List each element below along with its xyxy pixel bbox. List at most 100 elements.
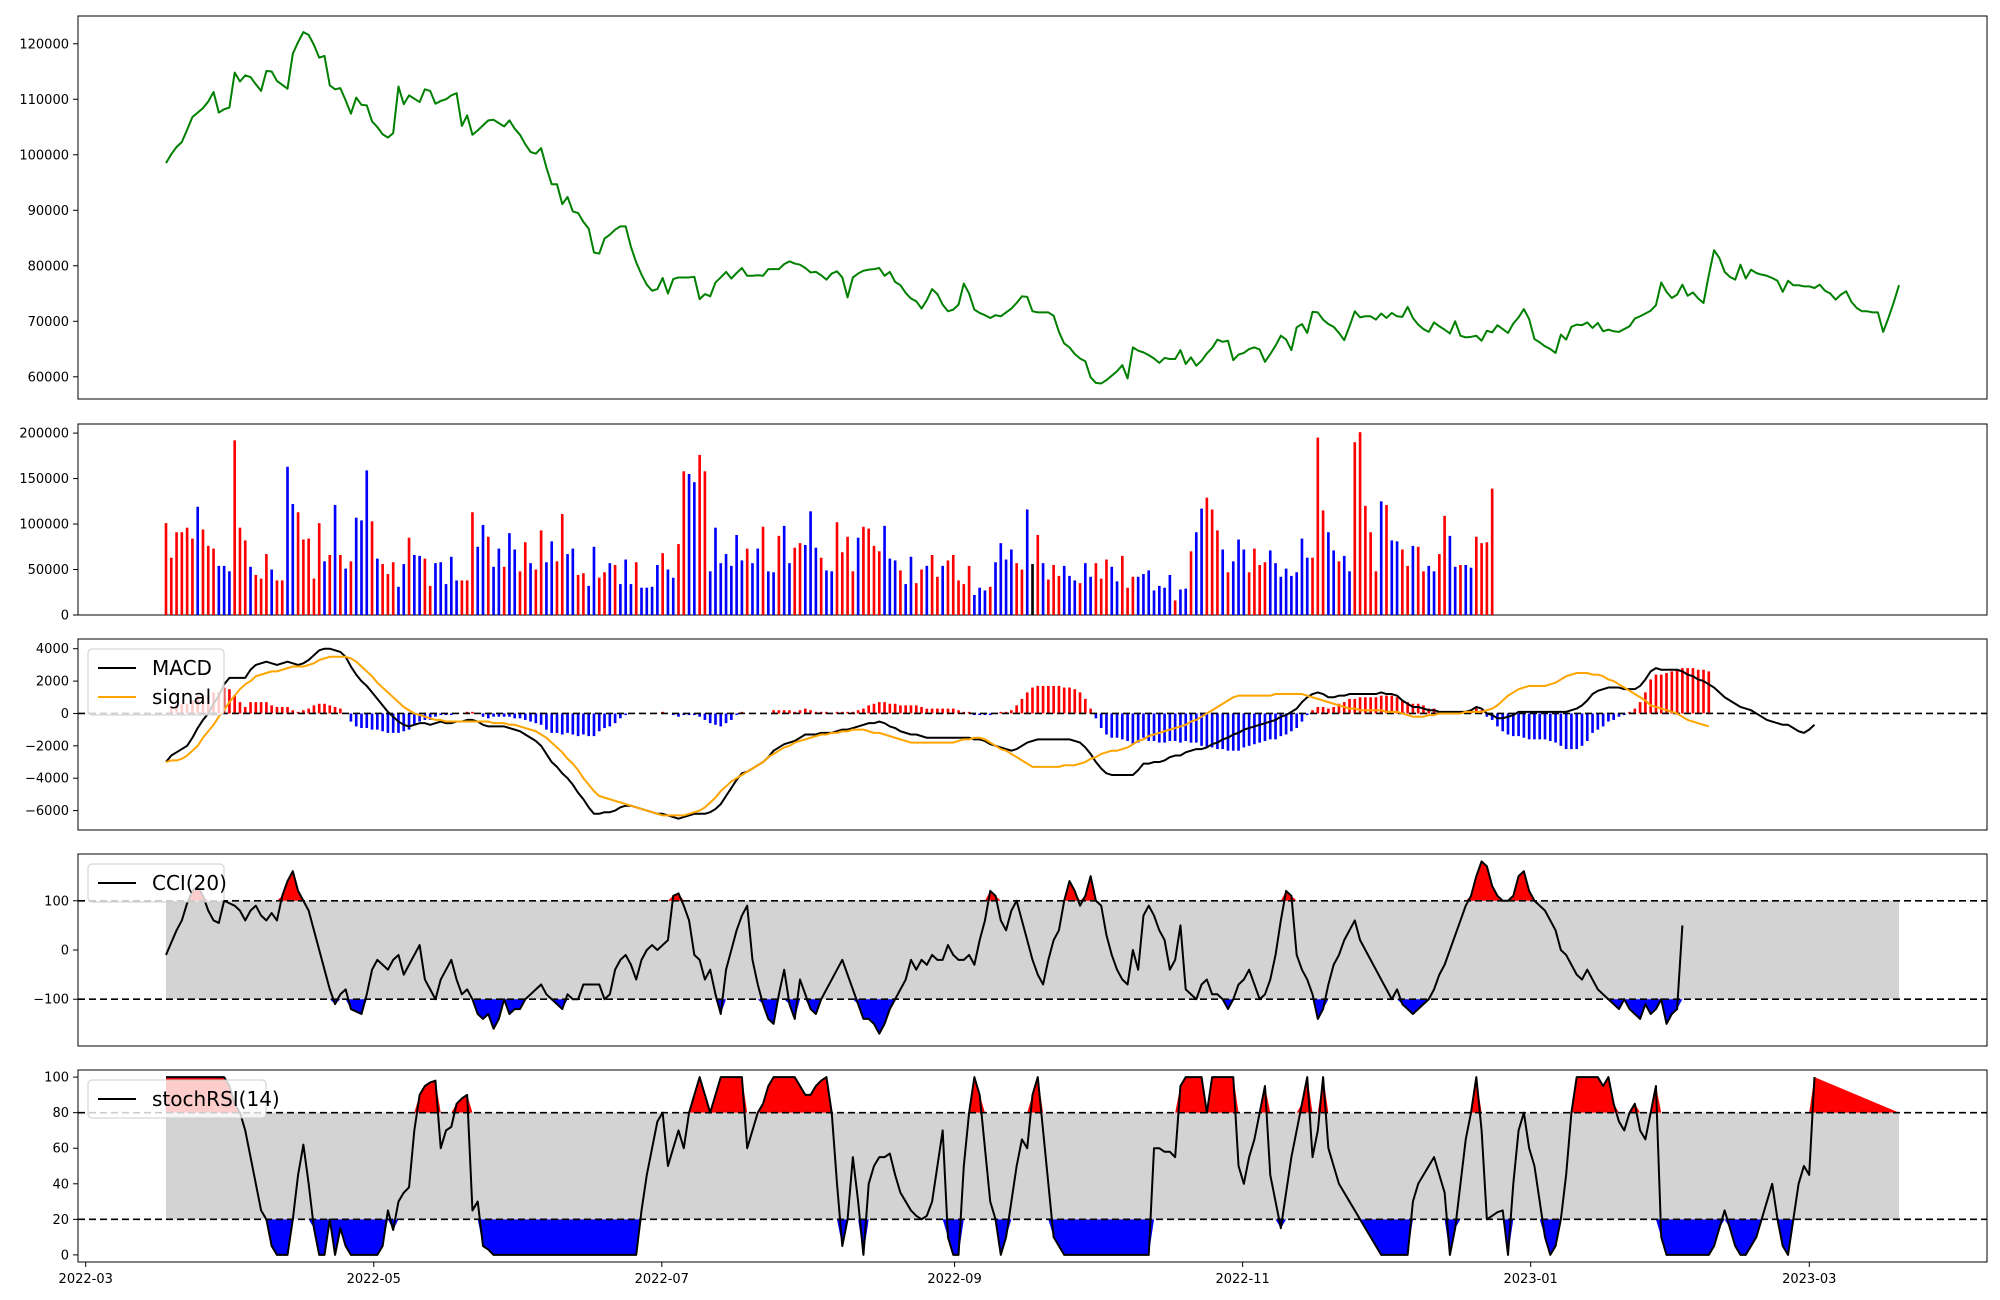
volume-bar	[767, 571, 770, 615]
volume-bar	[751, 563, 754, 615]
macd-histogram-bar	[1184, 713, 1188, 741]
volume-bar	[856, 537, 860, 615]
macd-histogram-bar	[249, 702, 252, 714]
y-tick-label: 80	[52, 1106, 69, 1121]
macd-histogram-bar	[1258, 713, 1262, 743]
macd-histogram-bar	[851, 711, 855, 714]
macd-histogram-bar	[904, 705, 908, 714]
y-tick-label: 80000	[28, 259, 69, 274]
macd-histogram-bar	[444, 713, 448, 716]
volume-bar	[518, 571, 522, 615]
volume-bar	[270, 569, 273, 615]
volume-bar	[444, 584, 448, 615]
volume-bar	[1268, 550, 1272, 615]
volume-bar	[619, 584, 622, 615]
volume-bar	[730, 565, 733, 615]
volume-bar	[180, 532, 184, 615]
volume-bar	[317, 523, 321, 615]
x-tick-label: 2022-05	[347, 1272, 401, 1287]
macd-histogram-bar	[555, 713, 559, 733]
volume-bar	[920, 569, 923, 615]
legend-box	[87, 863, 225, 903]
volume-bar	[582, 573, 585, 615]
panel-frame	[77, 638, 1988, 831]
macd-histogram-bar	[1226, 713, 1230, 751]
macd-histogram-bar	[1321, 706, 1325, 714]
macd-histogram-bar	[1538, 713, 1542, 740]
macd-histogram-bar	[1295, 713, 1298, 729]
macd-histogram-bar	[238, 702, 242, 714]
volume-bar	[867, 528, 871, 615]
y-tick-label: 0	[61, 944, 69, 959]
macd-histogram-bar	[1559, 713, 1563, 746]
volume-bar	[307, 538, 310, 615]
volume-bar	[1121, 555, 1124, 615]
volume-bar	[402, 564, 406, 615]
macd-histogram-bar	[1210, 713, 1214, 748]
macd-histogram-bar	[703, 713, 707, 720]
macd-histogram-bar	[502, 713, 506, 717]
macd-histogram-bar	[418, 713, 421, 722]
volume-bar	[1189, 551, 1193, 615]
macd-histogram-bar	[354, 713, 358, 727]
macd-histogram-bar	[1622, 713, 1626, 716]
macd-histogram-bar	[1126, 713, 1129, 741]
volume-bar	[957, 580, 960, 615]
volume-bar	[1126, 587, 1129, 615]
volume-bar	[434, 563, 437, 615]
macd-histogram-bar	[434, 713, 437, 717]
macd-histogram-bar	[1485, 713, 1489, 717]
volume-bar	[423, 558, 427, 615]
volume-bar	[1316, 437, 1320, 615]
macd-histogram-bar	[381, 713, 384, 732]
macd-histogram-bar	[782, 710, 786, 714]
volume-bar	[476, 546, 480, 615]
volume-bar	[962, 584, 966, 615]
volume-bar	[1348, 571, 1351, 615]
macd-histogram-bar	[1179, 713, 1182, 743]
macd-histogram-bar	[1025, 692, 1029, 714]
macd-histogram-bar	[402, 713, 406, 732]
macd-histogram-bar	[1078, 692, 1082, 714]
macd-histogram-bar	[465, 711, 469, 714]
volume-bar	[1475, 536, 1478, 615]
y-tick-label: 110000	[19, 93, 69, 108]
legend-label: CCI(20)	[152, 871, 227, 895]
macd-histogram-bar	[1047, 685, 1050, 714]
volume-bar	[175, 532, 178, 615]
macd-panel: −6000 −4000 −2000 0 2000 4000 MACD signal	[25, 638, 1988, 831]
macd-histogram-bar	[413, 713, 416, 725]
macd-histogram-bar	[1073, 689, 1077, 714]
volume-bar	[862, 526, 865, 615]
stochrsi-panel: 0 20 40 60 80 100 stochRSI(14) 2022-03 2022-05 20…	[44, 1069, 1988, 1287]
macd-histogram-bar	[1527, 713, 1531, 740]
volume-bar	[1411, 545, 1415, 615]
cci-panel: −100 0 100 CCI(20)	[33, 853, 1988, 1047]
macd-histogram-bar	[1300, 713, 1304, 722]
macd-histogram-bar	[1337, 703, 1341, 714]
volume-bar	[460, 580, 464, 615]
macd-histogram-bar	[1152, 713, 1156, 741]
volume-bar	[1242, 549, 1246, 615]
macd-histogram-bar	[893, 703, 897, 714]
volume-bar	[1015, 563, 1018, 615]
macd-histogram-bar	[365, 713, 369, 729]
volume-bar	[1094, 563, 1098, 615]
macd-histogram-bar	[1353, 698, 1357, 714]
macd-histogram-bar	[846, 711, 849, 714]
volume-bar	[523, 542, 527, 615]
volume-bar	[243, 540, 247, 615]
volume-bar	[1416, 546, 1420, 615]
legend-box	[87, 1079, 267, 1119]
volume-bar	[391, 562, 395, 615]
macd-histogram-bar	[1554, 713, 1557, 743]
macd-histogram-bar	[930, 708, 934, 714]
macd-histogram-bar	[899, 705, 902, 714]
x-tick-label: 2023-03	[1782, 1272, 1836, 1287]
volume-bar	[693, 482, 696, 615]
volume-bar	[936, 576, 939, 615]
volume-bar	[788, 563, 791, 615]
x-tick-label: 2022-09	[927, 1272, 981, 1287]
volume-bar	[761, 526, 765, 615]
